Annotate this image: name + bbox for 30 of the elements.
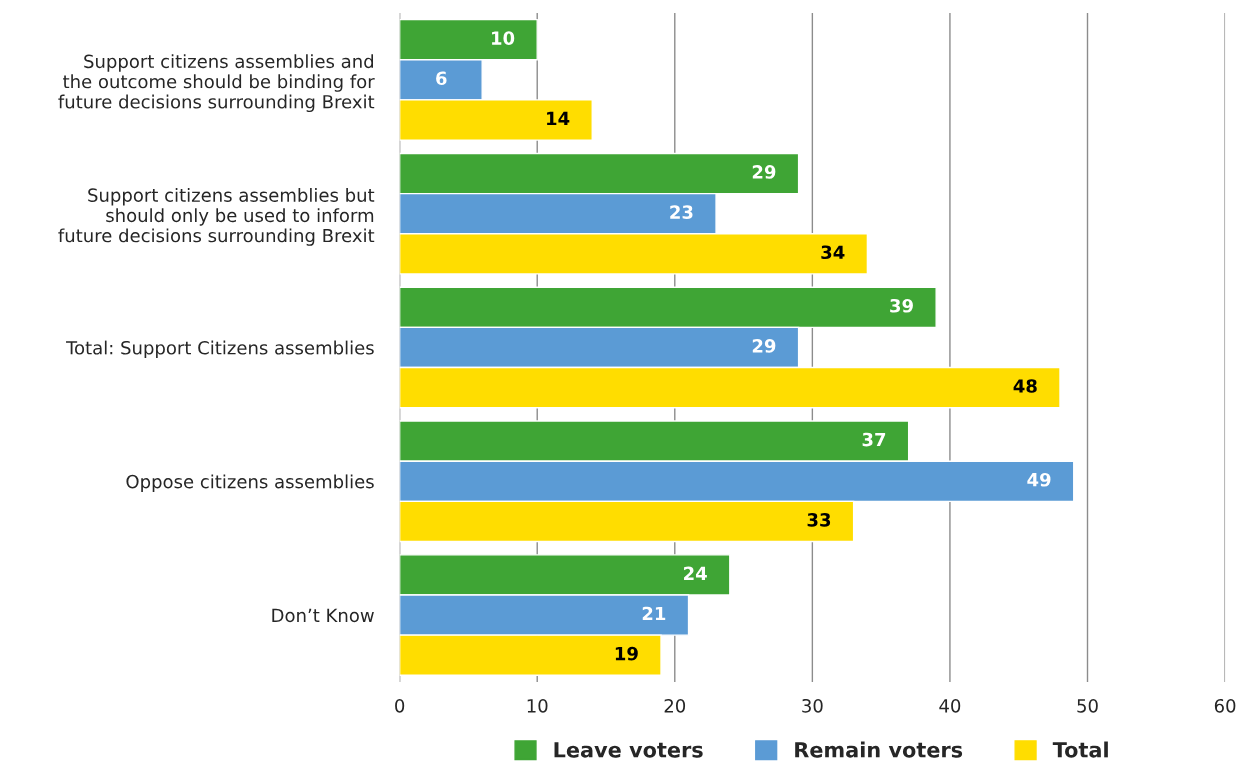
x-tick-label: 40 xyxy=(939,698,961,713)
data-label: 6 xyxy=(436,71,447,86)
data-label: 14 xyxy=(547,111,570,125)
y-tick-label: Support citizens assemblies and the outcome should be binding for future decisions surrounding Brexit xyxy=(58,54,375,113)
data-label: 24 xyxy=(684,566,707,580)
y-tick-label: Total: Support Citizens assemblies xyxy=(66,340,374,359)
x-tick-label: 30 xyxy=(802,698,823,713)
legend-label: Leave voters xyxy=(554,742,703,758)
data-label: 21 xyxy=(642,606,666,621)
data-label: 37 xyxy=(862,432,886,447)
data-label: 33 xyxy=(807,513,831,527)
data-label: 49 xyxy=(1027,472,1051,487)
y-tick-label: Support citizens assemblies but should only be used to inform future decisions surrounding Brexit xyxy=(58,187,375,246)
x-tick-label: 50 xyxy=(1077,698,1098,713)
data-label: 10 xyxy=(492,31,515,45)
legend-label: Remain voters xyxy=(795,741,963,758)
data-label: 48 xyxy=(1013,379,1037,393)
x-tick-label: 10 xyxy=(527,698,548,713)
data-label: 34 xyxy=(821,245,845,260)
data-label: 29 xyxy=(752,165,776,179)
data-label: 29 xyxy=(752,339,776,353)
x-tick-label: 60 xyxy=(1214,698,1236,713)
data-label: 23 xyxy=(670,205,693,219)
legend-label: Total xyxy=(1052,741,1108,758)
y-tick-label: Don’t Know xyxy=(272,608,374,623)
x-tick-label: 0 xyxy=(395,698,405,713)
x-tick-label: 20 xyxy=(664,698,686,713)
y-tick-label: Oppose citizens assemblies xyxy=(126,474,374,492)
data-label: 39 xyxy=(890,298,913,313)
data-label: 19 xyxy=(615,646,638,661)
